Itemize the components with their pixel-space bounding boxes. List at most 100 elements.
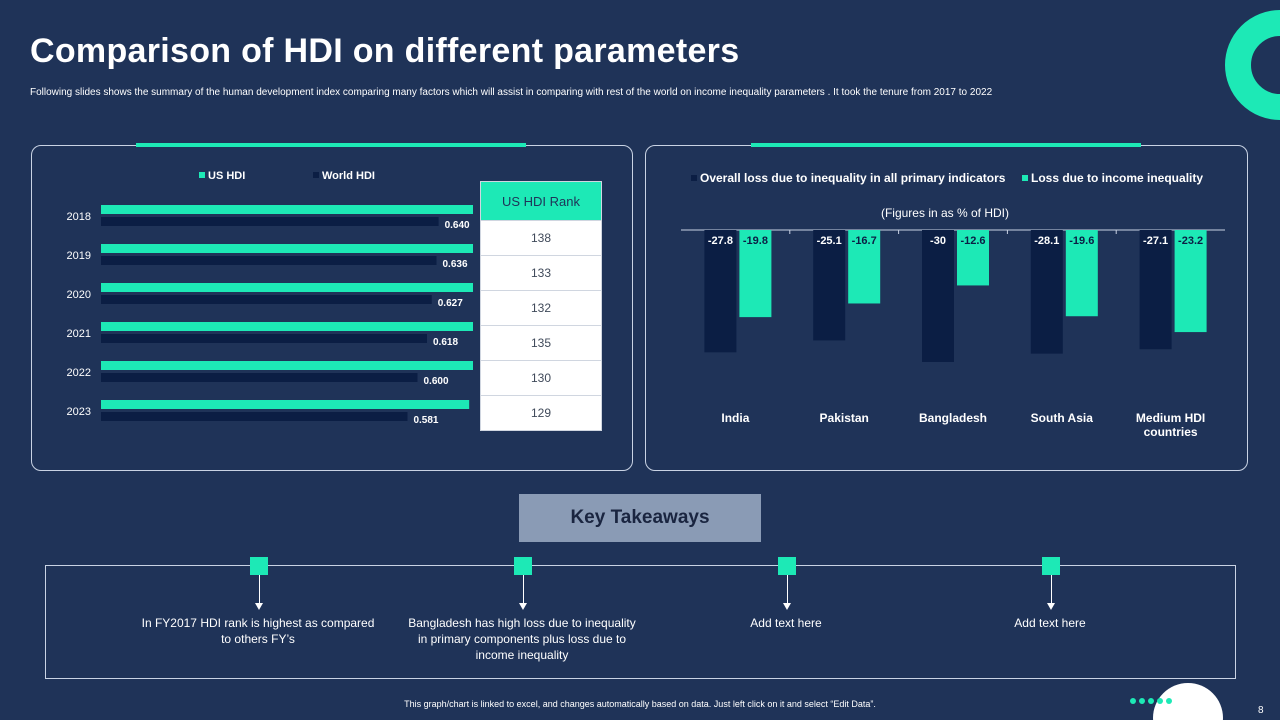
takeaway-text-1: In FY2017 HDI rank is highest as compare… [141,616,375,646]
y-tick-label: 2018 [67,211,91,223]
rank-cell: 129 [480,395,602,431]
legend-swatch [199,172,205,178]
bar [101,412,408,421]
data-label: -30 [930,235,946,247]
rank-table-header: US HDI Rank [480,181,602,221]
arrow-down-icon [1047,603,1055,610]
legend-label: US HDI [208,170,245,182]
page-subtitle: Following slides shows the summary of th… [30,87,993,98]
data-label: 0.640 [445,220,470,231]
x-tick-label: South Asia [1031,411,1094,425]
bar [739,230,772,318]
table-row: 138 [480,220,602,256]
rank-cell: 135 [480,325,602,361]
data-label: -28.1 [1034,235,1059,247]
legend-label: Loss due to income inequality [1031,171,1203,185]
data-label: -23.2 [1178,235,1203,247]
x-tick-label: Medium HDI [1136,411,1205,425]
takeaway-arrow-1 [259,575,260,605]
data-label: -12.6 [960,235,985,247]
y-tick-label: 2022 [67,367,91,379]
bar [101,334,427,343]
arrow-down-icon [783,603,791,610]
bar [101,217,439,226]
decorative-ring [1225,10,1280,120]
bar [1174,230,1207,333]
legend-swatch [691,175,697,181]
takeaway-node-3 [778,557,796,575]
rank-cell: 133 [480,255,602,291]
takeaway-node-1 [250,557,268,575]
data-label: 0.618 [433,337,458,348]
page-number: 8 [1258,705,1264,716]
legend-label: World HDI [322,170,375,182]
data-label: -16.7 [852,235,877,247]
bar [957,230,989,286]
takeaway-text-2: Bangladesh has high loss due to inequali… [408,616,636,662]
bar [101,256,437,265]
data-label: -25.1 [817,235,842,247]
table-row: 133 [480,255,602,291]
bar [1065,230,1098,317]
key-takeaways-title: Key Takeaways [519,494,761,542]
takeaway-arrow-2 [523,575,524,605]
bar [101,295,432,304]
data-label: 0.600 [424,376,449,387]
bar [101,244,473,253]
bar [101,361,473,370]
rank-cell: 132 [480,290,602,326]
bar [101,205,473,214]
arrow-down-icon [519,603,527,610]
x-tick-label: countries [1144,425,1198,439]
data-label: -27.8 [708,235,733,247]
footer-note: This graph/chart is linked to excel, and… [404,699,876,709]
takeaway-node-4 [1042,557,1060,575]
takeaway-text-3: Add text here [750,616,822,630]
left-panel-accent-bar [136,143,526,147]
data-label: -19.6 [1069,235,1094,247]
table-row: 130 [480,360,602,396]
bar [101,373,418,382]
bar [1030,230,1063,354]
bar [813,230,846,341]
us-hdi-rank-table: US HDI Rank 138 133 132 135 130 129 [480,181,602,431]
y-tick-label: 2021 [67,328,91,340]
table-row: 132 [480,290,602,326]
y-tick-label: 2020 [67,289,91,301]
bar [101,400,470,409]
bar [101,283,473,292]
inequality-bar-chart[interactable]: Overall loss due to inequality in all pr… [647,160,1245,455]
bar [1139,230,1172,350]
data-label: 0.627 [438,298,463,309]
takeaway-node-2 [514,557,532,575]
takeaway-arrow-4 [1051,575,1052,605]
legend-swatch [313,172,319,178]
decorative-dots [1130,698,1172,704]
data-label: 0.636 [442,259,467,270]
y-tick-label: 2023 [67,406,91,418]
bar [922,230,954,362]
data-label: -27.1 [1143,235,1168,247]
x-tick-label: Bangladesh [919,411,987,425]
legend-swatch [1022,175,1028,181]
takeaway-arrow-3 [787,575,788,605]
takeaway-text-4: Add text here [1014,616,1086,630]
x-tick-label: India [721,411,749,425]
legend-label: Overall loss due to inequality in all pr… [700,171,1006,185]
page-title: Comparison of HDI on different parameter… [30,32,740,70]
bar [101,322,473,331]
right-panel-accent-bar [751,143,1141,147]
y-tick-label: 2019 [67,250,91,262]
data-label: -19.8 [743,235,768,247]
arrow-down-icon [255,603,263,610]
rank-cell: 138 [480,220,602,256]
x-tick-label: Pakistan [820,411,869,425]
bar [848,230,881,304]
table-row: 129 [480,395,602,431]
chart-subtitle: (Figures in as % of HDI) [881,206,1009,220]
data-label: 0.581 [413,415,438,426]
bar [704,230,737,353]
rank-cell: 130 [480,360,602,396]
table-row: 135 [480,325,602,361]
